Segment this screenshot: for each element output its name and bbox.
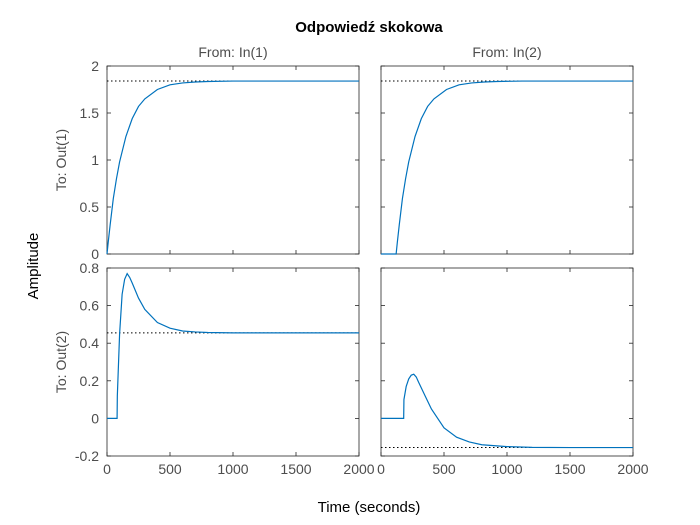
subplot-out2-in2: 0 500 1000 1500 2000 [377,267,649,477]
x-tick-label: 0 [103,461,111,477]
y-tick-label: 0.2 [80,373,100,389]
y-tick-label: 0.5 [80,199,100,215]
column-header-in-1: From: In(1) [198,44,267,60]
subplot-out1-in2 [380,65,634,255]
axes-frame [380,65,634,255]
x-tick-label: 1000 [491,461,522,477]
axes-frame [380,267,634,457]
step-response-trace [106,80,359,255]
subplot-grid: From: In(1) From: In(2) To: Out(1) To: Out(… [53,44,649,477]
row-label-out-1: To: Out(1) [53,129,69,191]
subplot-out2-in1: -0.200.20.40.60.80 500 1000 1500 2000 [75,260,375,477]
column-header-in-2: From: In(2) [472,44,541,60]
y-tick-label: 1.5 [80,105,100,121]
x-axis-label: Time (seconds) [318,499,421,516]
y-tick-label: 1 [91,152,99,168]
row-label-out-2: To: Out(2) [53,331,69,393]
y-axis-label: Amplitude [25,233,42,300]
subplot-out1-in1: 0 0.5 1 1.5 2 [80,58,360,262]
step-response-trace [381,373,633,449]
y-tick-label: -0.2 [75,448,99,464]
y-tick-label: 0.4 [80,335,100,351]
y-tick-label: 0 [91,410,99,426]
x-tick-label: 500 [432,461,456,477]
y-tick-label: 0.6 [80,298,100,314]
x-tick-label: 2000 [617,461,648,477]
x-tick-label: 1500 [554,461,585,477]
x-tick-label: 500 [158,461,182,477]
chart-title: Odpowiedź skokowa [295,19,443,36]
y-tick-label: 0.8 [80,260,100,276]
y-tick-label: 2 [91,58,99,74]
x-tick-label: 2000 [343,461,374,477]
step-response-trace [107,272,359,419]
step-response-trace [381,80,633,255]
y-tick-label: 0 [91,246,99,262]
axes-frame [106,267,360,457]
x-tick-label: 0 [377,461,385,477]
axes-frame [106,65,360,255]
x-tick-label: 1000 [217,461,248,477]
x-tick-label: 1500 [280,461,311,477]
